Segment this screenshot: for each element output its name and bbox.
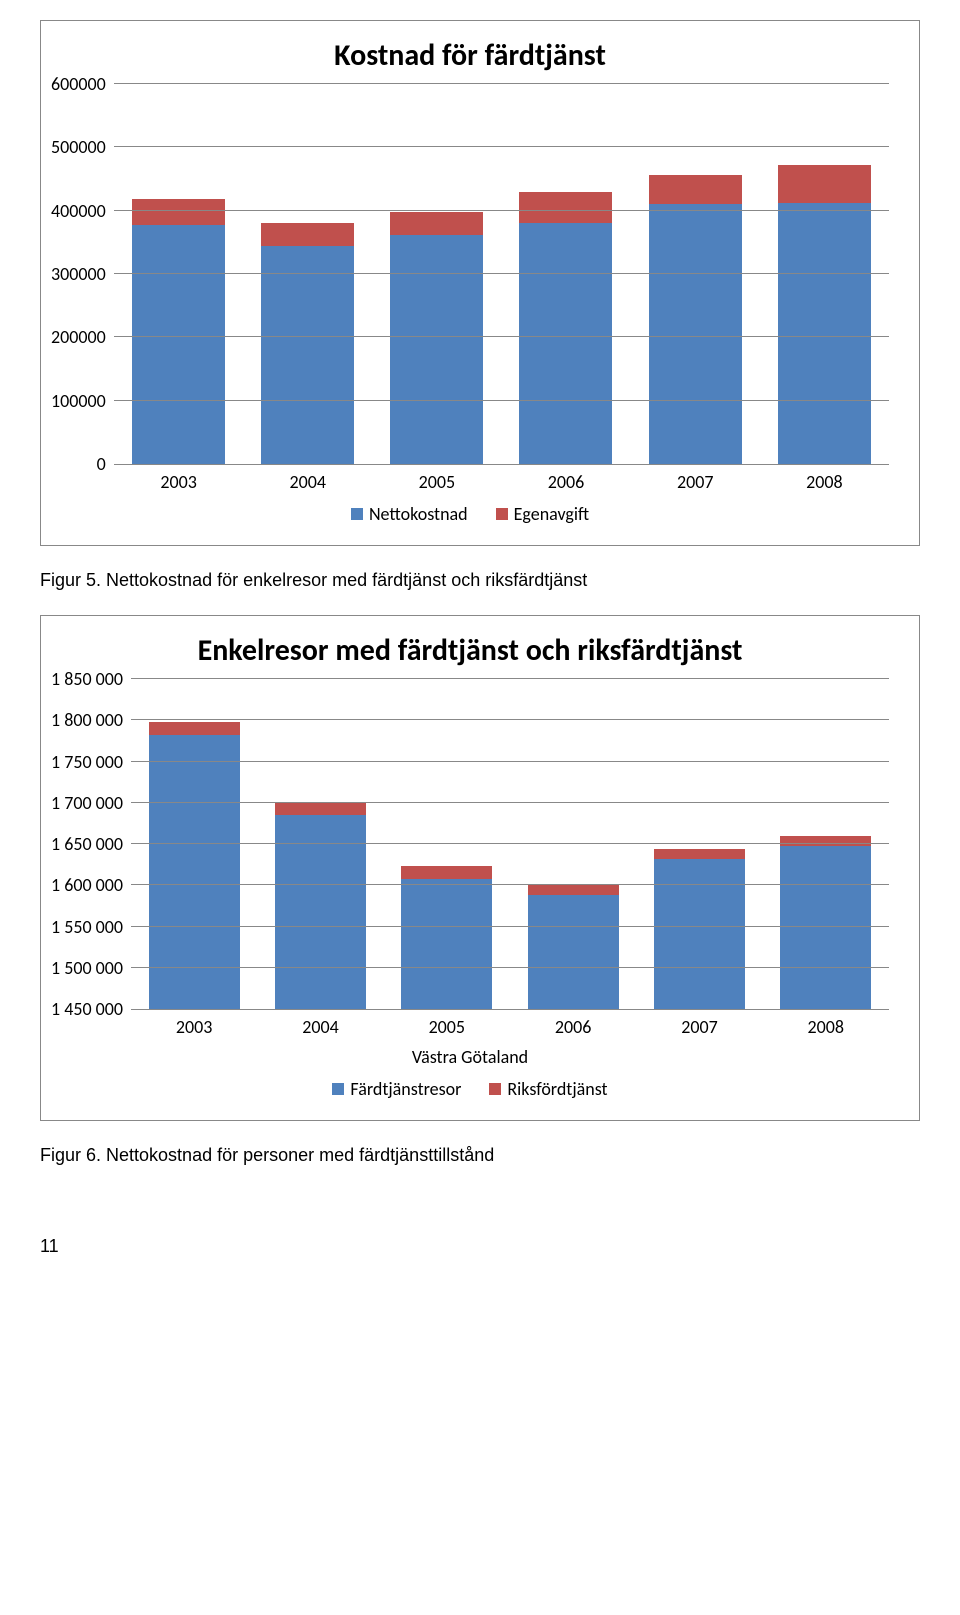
- legend-swatch: [351, 508, 363, 520]
- chart-1-plot-row: 6000005000004000003000002000001000000: [51, 84, 889, 465]
- legend-label: Färdtjänstresor: [350, 1078, 461, 1100]
- x-tick-label: 2004: [257, 1016, 383, 1038]
- bar-group: [390, 84, 483, 464]
- bar-segment: [528, 895, 619, 1009]
- chart-2-plot-area: [131, 679, 889, 1010]
- bar-group: [401, 679, 492, 1009]
- bar-segment: [778, 203, 871, 464]
- bar-group: [778, 84, 871, 464]
- chart-1-plot-area: [114, 84, 889, 465]
- chart-2-x-row: 200320042005200620072008: [51, 1010, 889, 1038]
- figure-5-caption: Figur 5. Nettokostnad för enkelresor med…: [40, 570, 920, 591]
- chart-1-x-row: 200320042005200620072008: [51, 465, 889, 493]
- bar-segment: [390, 212, 483, 235]
- page: Kostnad för färdtjänst 60000050000040000…: [0, 0, 960, 1297]
- bar-segment: [149, 722, 240, 735]
- bar-segment: [780, 836, 871, 846]
- gridline: [114, 400, 889, 401]
- bar-group: [654, 679, 745, 1009]
- gridline: [131, 926, 889, 927]
- bar-segment: [132, 199, 225, 224]
- bar-segment: [780, 846, 871, 1009]
- bar-group: [528, 679, 619, 1009]
- x-tick-label: 2006: [510, 1016, 636, 1038]
- bar-segment: [519, 192, 612, 224]
- chart-1-title: Kostnad för färdtjänst: [51, 37, 889, 74]
- x-tick-label: 2003: [114, 471, 243, 493]
- bar-segment: [261, 246, 354, 465]
- chart-2-y-axis: 1 850 0001 800 0001 750 0001 700 0001 65…: [51, 679, 131, 1009]
- bar-group: [780, 679, 871, 1009]
- bar-segment: [778, 165, 871, 203]
- gridline: [114, 146, 889, 147]
- gridline: [131, 719, 889, 720]
- x-tick-label: 2003: [131, 1016, 257, 1038]
- chart-2-x-axis: 200320042005200620072008: [131, 1010, 889, 1038]
- x-tick-label: 2008: [760, 471, 889, 493]
- legend-item: Nettokostnad: [351, 503, 468, 525]
- gridline: [131, 761, 889, 762]
- bar-segment: [654, 859, 745, 1009]
- chart-1-x-axis: 200320042005200620072008: [114, 465, 889, 493]
- bar-group: [275, 679, 366, 1009]
- bar-group: [649, 84, 742, 464]
- bar-segment: [649, 204, 742, 464]
- legend-swatch: [489, 1083, 501, 1095]
- bar-segment: [149, 735, 240, 1009]
- bar-segment: [390, 235, 483, 464]
- chart-2-legend: Färdtjänstresor Riksfördtjänst: [51, 1078, 889, 1100]
- bar-group: [132, 84, 225, 464]
- chart-2: Enkelresor med färdtjänst och riksfärdtj…: [40, 615, 920, 1121]
- gridline: [114, 336, 889, 337]
- chart-2-plot-row: 1 850 0001 800 0001 750 0001 700 0001 65…: [51, 679, 889, 1010]
- chart-1-y-axis: 6000005000004000003000002000001000000: [51, 84, 114, 464]
- gridline: [131, 678, 889, 679]
- legend-item: Riksfördtjänst: [489, 1078, 607, 1100]
- bar-segment: [261, 223, 354, 246]
- chart-2-bars: [131, 679, 889, 1009]
- legend-swatch: [332, 1083, 344, 1095]
- gridline: [131, 967, 889, 968]
- bar-segment: [401, 866, 492, 878]
- gridline: [114, 83, 889, 84]
- figure-6-caption: Figur 6. Nettokostnad för personer med f…: [40, 1145, 920, 1166]
- x-tick-label: 2006: [501, 471, 630, 493]
- chart-1-bars: [114, 84, 889, 464]
- gridline: [131, 843, 889, 844]
- legend-swatch: [496, 508, 508, 520]
- bar-group: [149, 679, 240, 1009]
- chart-1-legend: Nettokostnad Egenavgift: [51, 503, 889, 525]
- gridline: [114, 273, 889, 274]
- gridline: [114, 210, 889, 211]
- gridline: [131, 884, 889, 885]
- legend-label: Nettokostnad: [369, 503, 468, 525]
- gridline: [131, 802, 889, 803]
- chart-1: Kostnad för färdtjänst 60000050000040000…: [40, 20, 920, 546]
- x-tick-label: 2007: [636, 1016, 762, 1038]
- bar-segment: [132, 225, 225, 464]
- bar-segment: [275, 815, 366, 1009]
- legend-item: Färdtjänstresor: [332, 1078, 461, 1100]
- chart-2-subtitle: Västra Götaland: [51, 1046, 889, 1068]
- legend-label: Egenavgift: [514, 503, 589, 525]
- x-tick-label: 2005: [372, 471, 501, 493]
- bar-segment: [654, 849, 745, 859]
- bar-segment: [275, 802, 366, 815]
- bar-segment: [528, 884, 619, 895]
- x-tick-label: 2008: [763, 1016, 889, 1038]
- bar-segment: [401, 879, 492, 1009]
- bar-group: [519, 84, 612, 464]
- x-tick-label: 2005: [384, 1016, 510, 1038]
- legend-item: Egenavgift: [496, 503, 589, 525]
- bar-segment: [649, 175, 742, 204]
- page-number: 11: [40, 1236, 920, 1257]
- bar-segment: [519, 223, 612, 464]
- x-tick-label: 2004: [243, 471, 372, 493]
- bar-group: [261, 84, 354, 464]
- x-tick-label: 2007: [631, 471, 760, 493]
- chart-2-title: Enkelresor med färdtjänst och riksfärdtj…: [51, 632, 889, 669]
- legend-label: Riksfördtjänst: [507, 1078, 607, 1100]
